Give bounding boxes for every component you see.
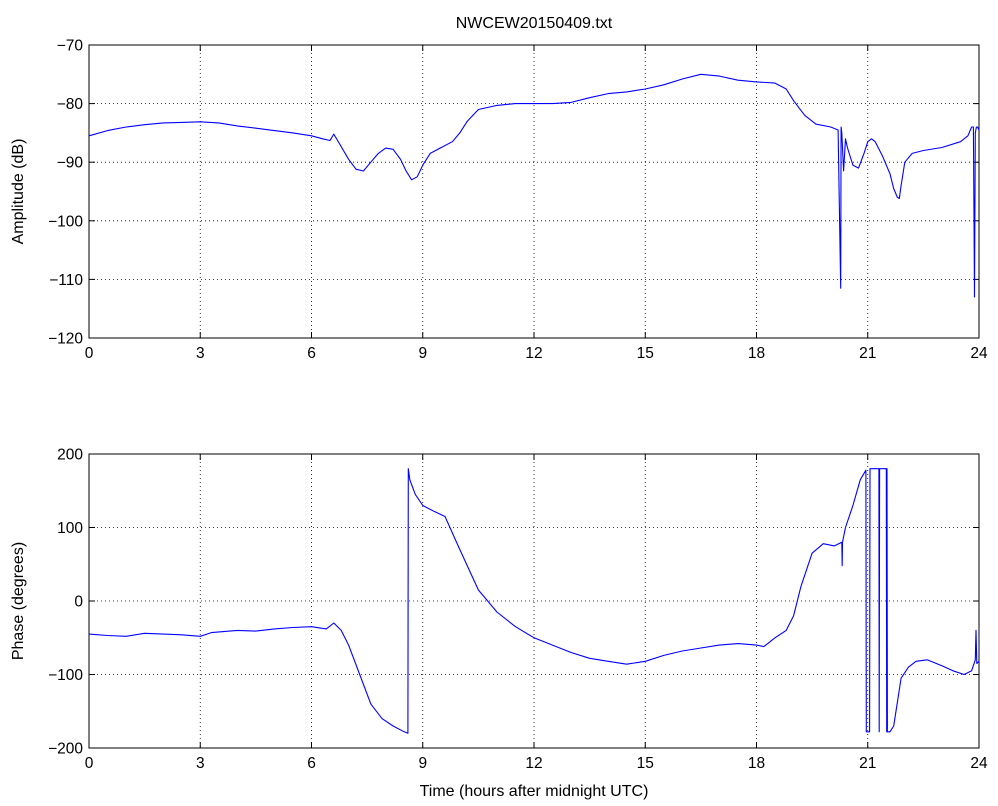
x-tick-label: 15 <box>637 345 654 362</box>
chart-title: NWCEW20150409.txt <box>456 15 613 32</box>
phase-y-tick-labels: −200 −100 0 100 200 <box>48 447 83 758</box>
x-axis-label: Time (hours after midnight UTC) <box>420 783 649 800</box>
x-tick-label: 24 <box>970 755 988 772</box>
phase-grid <box>89 454 979 748</box>
amplitude-y-axis-label: Amplitude (dB) <box>10 139 27 245</box>
x-tick-label: 9 <box>418 345 427 362</box>
x-tick-label: 0 <box>85 345 94 362</box>
x-tick-label: 9 <box>418 755 427 772</box>
y-tick-label: −200 <box>48 741 83 758</box>
x-tick-label: 3 <box>196 755 205 772</box>
y-tick-label: −80 <box>57 96 84 113</box>
amplitude-ticks <box>88 44 980 339</box>
x-tick-label: 0 <box>85 755 94 772</box>
amplitude-axes-frame <box>88 44 980 339</box>
x-tick-label: 21 <box>859 345 876 362</box>
x-tick-label: 12 <box>525 345 542 362</box>
y-tick-label: −120 <box>48 331 83 348</box>
y-tick-label: 200 <box>57 447 83 464</box>
phase-ticks <box>88 453 980 749</box>
y-tick-label: −100 <box>48 213 83 230</box>
phase-x-tick-labels: 0 3 6 9 12 15 18 21 24 <box>85 755 988 772</box>
amplitude-y-tick-labels: −120 −110 −100 −90 −80 −70 <box>48 38 83 348</box>
amplitude-x-tick-labels: 0 3 6 9 12 15 18 21 24 <box>85 345 988 362</box>
x-tick-label: 6 <box>307 755 316 772</box>
y-tick-label: 100 <box>57 520 83 537</box>
x-tick-label: 6 <box>307 345 316 362</box>
amplitude-series-line <box>88 73 980 298</box>
x-tick-label: 24 <box>970 345 988 362</box>
x-tick-label: 18 <box>748 755 765 772</box>
phase-y-axis-label: Phase (degrees) <box>10 542 27 660</box>
x-tick-label: 18 <box>748 345 765 362</box>
phase-chart: 0 3 6 9 12 15 18 21 24 −200 −100 0 100 200 Phase (de… <box>10 447 988 801</box>
x-tick-label: 3 <box>196 345 205 362</box>
y-tick-label: −110 <box>49 272 83 289</box>
y-tick-label: −100 <box>48 667 83 684</box>
x-tick-label: 21 <box>859 755 876 772</box>
amplitude-chart: NWCEW20150409.txt 0 3 6 9 12 15 18 21 24 −120 −11… <box>10 15 988 362</box>
phase-series-line <box>88 468 980 734</box>
x-tick-label: 12 <box>525 755 542 772</box>
y-tick-label: −90 <box>57 155 84 172</box>
x-tick-label: 15 <box>637 755 654 772</box>
y-tick-label: 0 <box>74 594 83 611</box>
amplitude-grid <box>89 45 979 338</box>
y-tick-label: −70 <box>57 38 84 55</box>
